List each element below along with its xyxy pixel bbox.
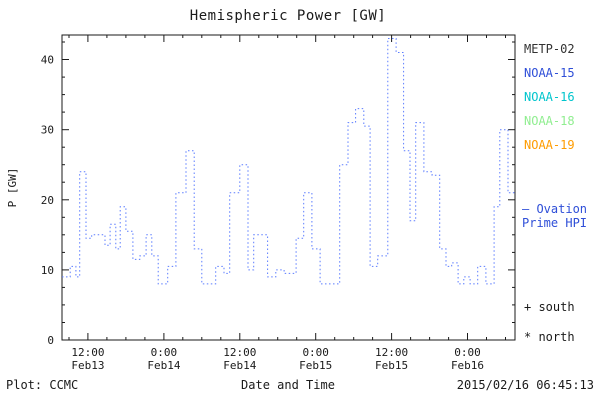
ovation-legend-line1: — Ovation <box>522 202 588 216</box>
legend-item-noaa-18: NOAA-18 <box>524 114 575 128</box>
x-tick-date-label: Feb15 <box>375 359 408 372</box>
x-axis-title: Date and Time <box>241 378 335 392</box>
plot-timestamp: 2015/02/16 06:45:13 <box>456 378 594 392</box>
y-tick-label: 0 <box>47 334 54 347</box>
x-tick-date-label: Feb15 <box>299 359 332 372</box>
axis-box <box>61 34 516 341</box>
y-tick-label: 10 <box>41 264 54 277</box>
x-tick-date-label: Feb13 <box>71 359 104 372</box>
hemispheric-power-step-line <box>62 38 515 285</box>
x-tick-date-label: Feb14 <box>223 359 256 372</box>
x-tick-date-label: Feb14 <box>147 359 180 372</box>
legend-item-noaa-16: NOAA-16 <box>524 90 575 104</box>
x-tick-time-label: 0:00 <box>454 346 481 359</box>
chart-title: Hemispheric Power [GW] <box>189 8 387 24</box>
x-tick-time-label: 12:00 <box>375 346 408 359</box>
x-tick-time-label: 12:00 <box>223 346 256 359</box>
y-axis-title: P [GW] <box>6 168 19 208</box>
legend-item-metp-02: METP-02 <box>524 42 575 56</box>
legend-item-noaa-19: NOAA-19 <box>524 138 575 152</box>
ovation-legend-line2: Prime HPI <box>522 216 588 230</box>
y-tick-label: 20 <box>41 194 54 207</box>
y-tick-label: 30 <box>41 124 54 137</box>
x-tick-time-label: 0:00 <box>151 346 178 359</box>
x-tick-time-label: 0:00 <box>302 346 329 359</box>
legend-item-noaa-15: NOAA-15 <box>524 66 575 80</box>
x-tick-time-label: 12:00 <box>71 346 104 359</box>
x-tick-date-label: Feb16 <box>451 359 484 372</box>
y-tick-label: 40 <box>41 54 54 67</box>
north-marker-label: * north <box>524 330 575 344</box>
plot-credit: Plot: CCMC <box>6 378 79 392</box>
legend-item-ovation-prime-hpi: — Ovation Prime HPI <box>522 202 587 230</box>
south-marker-label: + south <box>524 300 575 314</box>
